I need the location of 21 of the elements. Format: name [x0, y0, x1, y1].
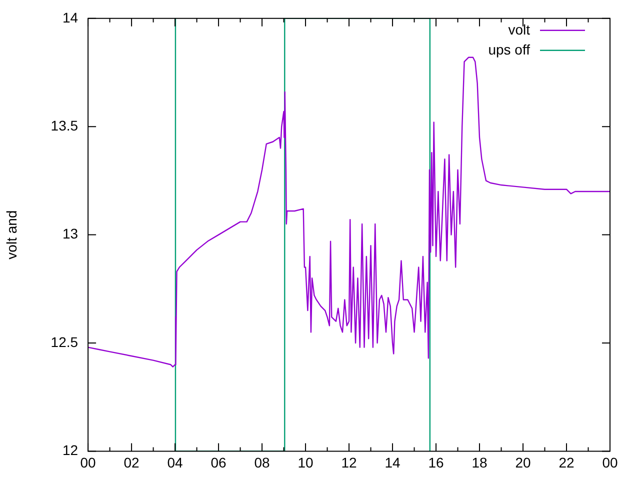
- x-tick-label: 02: [124, 454, 140, 470]
- y-axis-title: volt and: [3, 210, 20, 260]
- x-tick-label: 16: [428, 454, 444, 470]
- x-tick-label: 18: [472, 454, 488, 470]
- y-tick-label: 14: [62, 9, 78, 26]
- y-tick-label: 12: [62, 442, 78, 458]
- x-tick-label: 00: [80, 454, 96, 470]
- y-tick-label: 13.5: [50, 117, 78, 134]
- x-tick-label: 10: [298, 454, 314, 470]
- y-tick-label: 13: [62, 226, 78, 242]
- y-tick-label: 12.5: [50, 334, 78, 350]
- x-tick-label: 00: [602, 454, 618, 470]
- x-tick-label: 04: [167, 454, 184, 470]
- x-tick-label: 22: [558, 454, 574, 470]
- x-tick-label: 06: [210, 454, 227, 470]
- x-tick-label: 20: [515, 454, 532, 470]
- x-tick-label: 14: [384, 454, 401, 470]
- x-tick-label: 12: [341, 454, 358, 470]
- x-tick-label: 08: [254, 454, 270, 470]
- legend-label: volt: [508, 21, 530, 38]
- legend-label: ups off: [488, 41, 530, 58]
